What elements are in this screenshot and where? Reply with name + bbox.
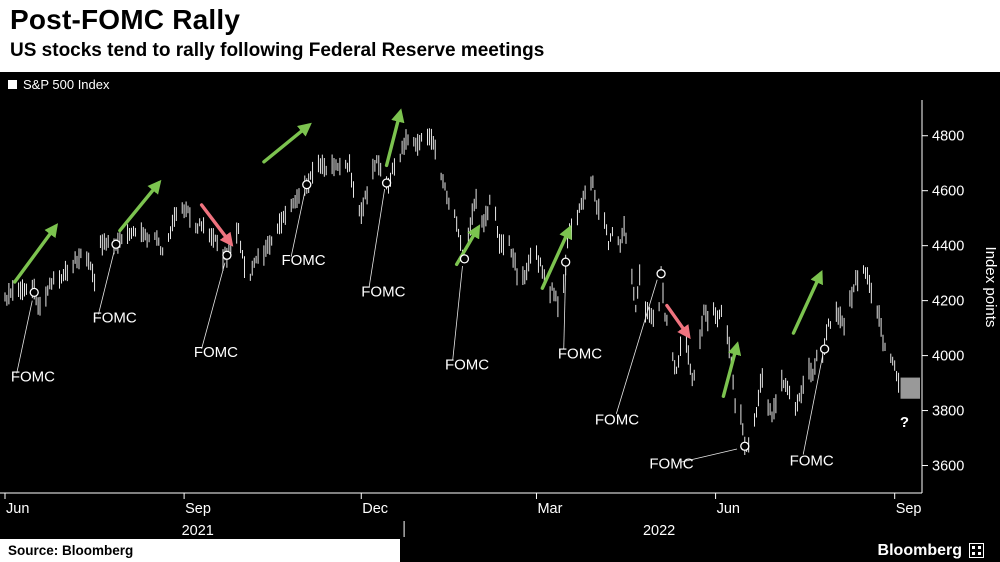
post-fomc-up-arrow — [791, 269, 823, 335]
post-fomc-up-arrow — [262, 122, 312, 164]
chart-subtitle: US stocks tend to rally following Federa… — [10, 39, 545, 61]
x-axis-month-label: Mar — [537, 501, 562, 517]
fomc-label: FOMC — [649, 455, 693, 472]
bloomberg-logo: Bloomberg — [878, 539, 984, 562]
fomc-marker — [561, 257, 571, 267]
fomc-leader-line — [98, 251, 115, 315]
x-axis-year-label: 2022 — [643, 523, 675, 539]
fomc-marker — [459, 254, 470, 264]
post-fomc-down-arrow — [199, 203, 234, 247]
y-axis-tick-label: 4000 — [932, 349, 964, 365]
y-axis-tick-label: 3600 — [932, 459, 964, 475]
fomc-leader-line — [563, 269, 567, 350]
source-label: Source: Bloomberg — [8, 543, 134, 558]
legend-label: S&P 500 Index — [23, 77, 110, 92]
price-series-bars — [4, 128, 900, 455]
fomc-label: FOMC — [93, 310, 137, 327]
x-axis-month-label: Dec — [362, 501, 388, 517]
source-box: Source: Bloomberg — [0, 539, 400, 562]
unknown-future-box — [900, 377, 920, 399]
post-fomc-up-arrow — [118, 179, 162, 233]
fomc-label: FOMC — [445, 356, 489, 373]
y-axis-tick-label: 4200 — [932, 294, 964, 310]
bloomberg-terminal-icon — [969, 543, 984, 558]
fomc-label: FOMC — [11, 369, 55, 386]
y-axis-tick-label: 4600 — [932, 184, 964, 200]
chart-title: Post-FOMC Rally — [10, 4, 241, 35]
post-fomc-up-arrow — [384, 108, 405, 168]
fomc-label: FOMC — [790, 453, 834, 470]
fomc-marker — [302, 179, 312, 190]
fomc-label: FOMC — [595, 411, 639, 428]
fomc-marker — [222, 250, 232, 260]
bloomberg-wordmark: Bloomberg — [877, 541, 962, 559]
fomc-label: FOMC — [361, 284, 405, 301]
fomc-leader-line — [615, 279, 658, 414]
y-axis-tick-label: 4800 — [932, 129, 964, 145]
post-fomc-down-arrow — [665, 303, 691, 340]
fomc-label: FOMC — [194, 344, 238, 361]
legend-swatch-icon — [8, 80, 17, 89]
fomc-label: FOMC — [558, 345, 602, 362]
x-axis-month-label: Jun — [6, 501, 29, 517]
fomc-leader-line — [680, 448, 738, 463]
post-fomc-up-arrow — [13, 223, 59, 284]
fomc-marker — [656, 269, 666, 279]
fomc-marker — [740, 441, 750, 451]
y-axis-tick-label: 3800 — [932, 404, 964, 420]
fomc-marker — [381, 178, 392, 188]
fomc-leader-line — [16, 300, 33, 374]
post-fomc-up-arrow — [540, 224, 572, 290]
y-axis-title: Index points — [982, 247, 999, 328]
x-axis-month-label: Jun — [717, 501, 740, 517]
chart-header: Post-FOMC Rally US stocks tend to rally … — [0, 0, 1000, 72]
fomc-leader-line — [452, 265, 463, 360]
footer: Source: Bloomberg Bloomberg — [0, 539, 1000, 562]
fomc-leader-line — [201, 262, 226, 349]
fomc-leader-line — [290, 191, 306, 257]
price-chart-svg: 3600 3800 4000 4200 4400 4600 4800 Jun Sep Dec Mar… — [0, 100, 999, 539]
y-axis-tick-label: 4400 — [932, 239, 964, 255]
x-axis-month-label: Sep — [896, 501, 922, 517]
fomc-leader-line — [368, 188, 386, 288]
fomc-marker — [29, 287, 39, 298]
fomc-label: FOMC — [281, 252, 325, 269]
legend: S&P 500 Index — [8, 77, 110, 92]
x-axis-month-label: Sep — [185, 501, 211, 517]
post-fomc-up-arrow — [721, 341, 742, 398]
question-mark-label: ? — [900, 414, 909, 431]
fomc-marker — [819, 344, 830, 354]
fomc-leader-line — [802, 355, 824, 455]
x-axis-year-label: 2021 — [182, 523, 214, 539]
fomc-marker — [111, 239, 121, 249]
